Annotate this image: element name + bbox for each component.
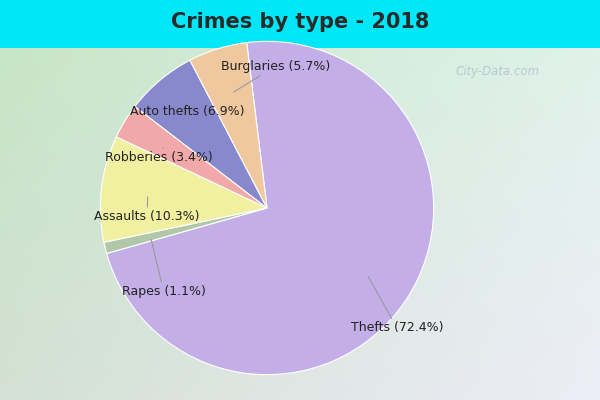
Text: Auto thefts (6.9%): Auto thefts (6.9%)	[130, 105, 244, 118]
Wedge shape	[116, 106, 267, 208]
Text: Crimes by type - 2018: Crimes by type - 2018	[171, 12, 429, 32]
Text: City-Data.com: City-Data.com	[456, 66, 540, 78]
Text: Thefts (72.4%): Thefts (72.4%)	[351, 277, 443, 334]
Text: Rapes (1.1%): Rapes (1.1%)	[122, 240, 206, 298]
Wedge shape	[107, 41, 434, 375]
Wedge shape	[190, 42, 267, 208]
Wedge shape	[135, 60, 267, 208]
Text: Burglaries (5.7%): Burglaries (5.7%)	[221, 60, 330, 92]
Text: Assaults (10.3%): Assaults (10.3%)	[94, 197, 200, 223]
Wedge shape	[104, 208, 267, 254]
Wedge shape	[100, 137, 267, 242]
Text: Robberies (3.4%): Robberies (3.4%)	[105, 148, 212, 164]
